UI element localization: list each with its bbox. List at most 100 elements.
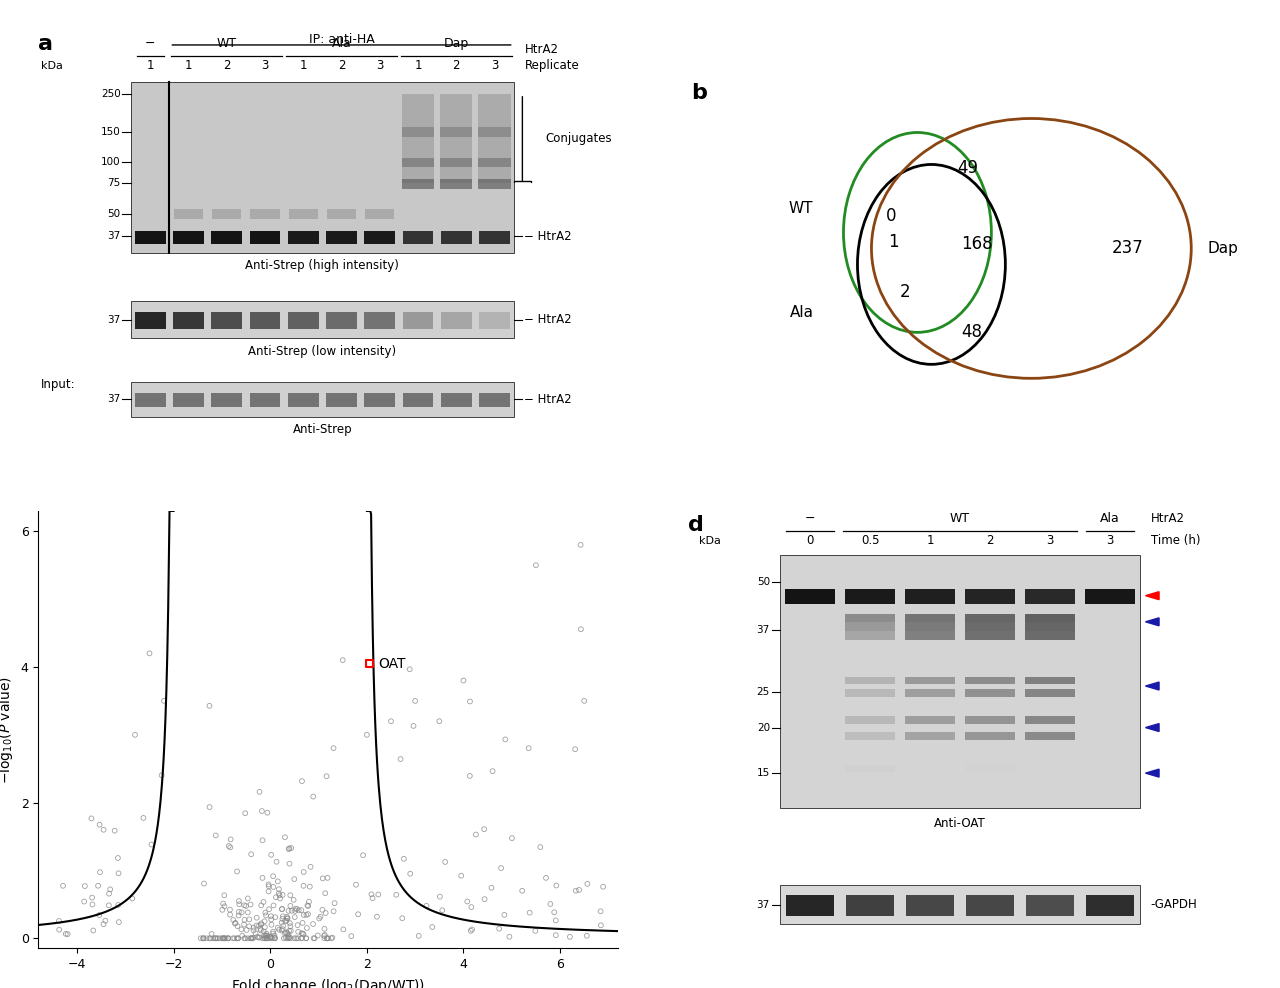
Bar	[1025, 631, 1075, 640]
Bar	[288, 393, 319, 407]
Point	[81, 810, 101, 826]
Point	[297, 920, 317, 936]
Point	[422, 919, 443, 935]
Bar	[440, 179, 472, 189]
Bar	[966, 895, 1014, 916]
Point	[317, 931, 338, 947]
Point	[250, 783, 270, 799]
Point	[265, 931, 285, 947]
Point	[453, 673, 474, 689]
Bar	[365, 393, 396, 407]
Bar	[365, 231, 396, 244]
Point	[280, 923, 301, 939]
Point	[223, 931, 243, 947]
Point	[252, 931, 273, 947]
Point	[82, 889, 102, 905]
Point	[460, 768, 480, 783]
Point	[256, 931, 276, 947]
Text: IP: anti-HA: IP: anti-HA	[308, 33, 375, 45]
Point	[273, 911, 293, 927]
Text: Anti-Strep (high intensity): Anti-Strep (high intensity)	[246, 260, 399, 273]
Point	[279, 931, 300, 947]
Bar	[845, 766, 895, 772]
Text: HtrA2: HtrA2	[525, 43, 559, 56]
Point	[140, 645, 160, 661]
Polygon shape	[1146, 592, 1160, 600]
Point	[324, 903, 344, 919]
Point	[256, 908, 276, 924]
Point	[266, 854, 287, 869]
Point	[474, 821, 494, 837]
Bar	[905, 589, 955, 605]
Point	[278, 929, 298, 945]
Point	[243, 930, 264, 946]
Point	[99, 885, 119, 901]
Bar	[326, 393, 357, 407]
Point	[429, 713, 449, 729]
Point	[196, 931, 216, 947]
Text: 0.5: 0.5	[861, 535, 879, 547]
Bar	[131, 82, 513, 253]
Bar	[1025, 895, 1074, 916]
Point	[193, 931, 214, 947]
Text: 49: 49	[957, 159, 978, 178]
Text: Input:: Input:	[41, 377, 76, 390]
Point	[324, 895, 344, 911]
Point	[566, 882, 586, 898]
Point	[315, 905, 335, 921]
Point	[285, 931, 306, 947]
Bar	[173, 393, 204, 407]
Point	[271, 923, 292, 939]
Point	[260, 930, 280, 946]
Point	[462, 922, 483, 938]
Bar	[845, 631, 895, 640]
Point	[495, 731, 516, 747]
Point	[293, 864, 314, 880]
Bar	[131, 382, 513, 417]
Text: 25: 25	[756, 688, 769, 698]
Point	[483, 764, 503, 780]
Text: 0: 0	[886, 207, 897, 225]
Point	[238, 931, 259, 947]
Point	[324, 740, 344, 756]
Point	[227, 931, 247, 947]
Point	[544, 904, 564, 920]
Point	[279, 856, 300, 871]
Bar	[965, 589, 1015, 605]
Point	[317, 931, 338, 947]
Bar	[442, 231, 471, 244]
Bar	[845, 677, 895, 685]
Point	[279, 923, 300, 939]
Point	[90, 907, 110, 923]
Point	[288, 931, 308, 947]
Bar	[905, 622, 955, 631]
Bar	[479, 158, 511, 167]
Point	[241, 931, 261, 947]
Point	[74, 893, 95, 909]
Point	[451, 867, 471, 883]
Point	[333, 922, 353, 938]
Point	[390, 751, 411, 767]
Point	[571, 621, 591, 637]
Point	[593, 878, 613, 894]
Point	[253, 924, 274, 940]
Point	[303, 916, 324, 932]
Point	[122, 890, 142, 906]
Bar	[134, 393, 165, 407]
Point	[232, 928, 252, 944]
Point	[234, 897, 255, 913]
Point	[399, 661, 420, 677]
Bar	[134, 311, 165, 329]
Point	[576, 928, 596, 944]
Point	[206, 828, 227, 844]
Point	[399, 865, 420, 881]
Point	[314, 928, 334, 944]
Point	[220, 832, 241, 848]
Text: Anti-Strep: Anti-Strep	[293, 424, 352, 437]
Point	[358, 656, 379, 672]
Point	[252, 870, 273, 886]
Point	[212, 931, 233, 947]
Text: − HtrA2: − HtrA2	[524, 313, 572, 326]
Point	[361, 886, 381, 902]
Bar	[845, 622, 895, 631]
